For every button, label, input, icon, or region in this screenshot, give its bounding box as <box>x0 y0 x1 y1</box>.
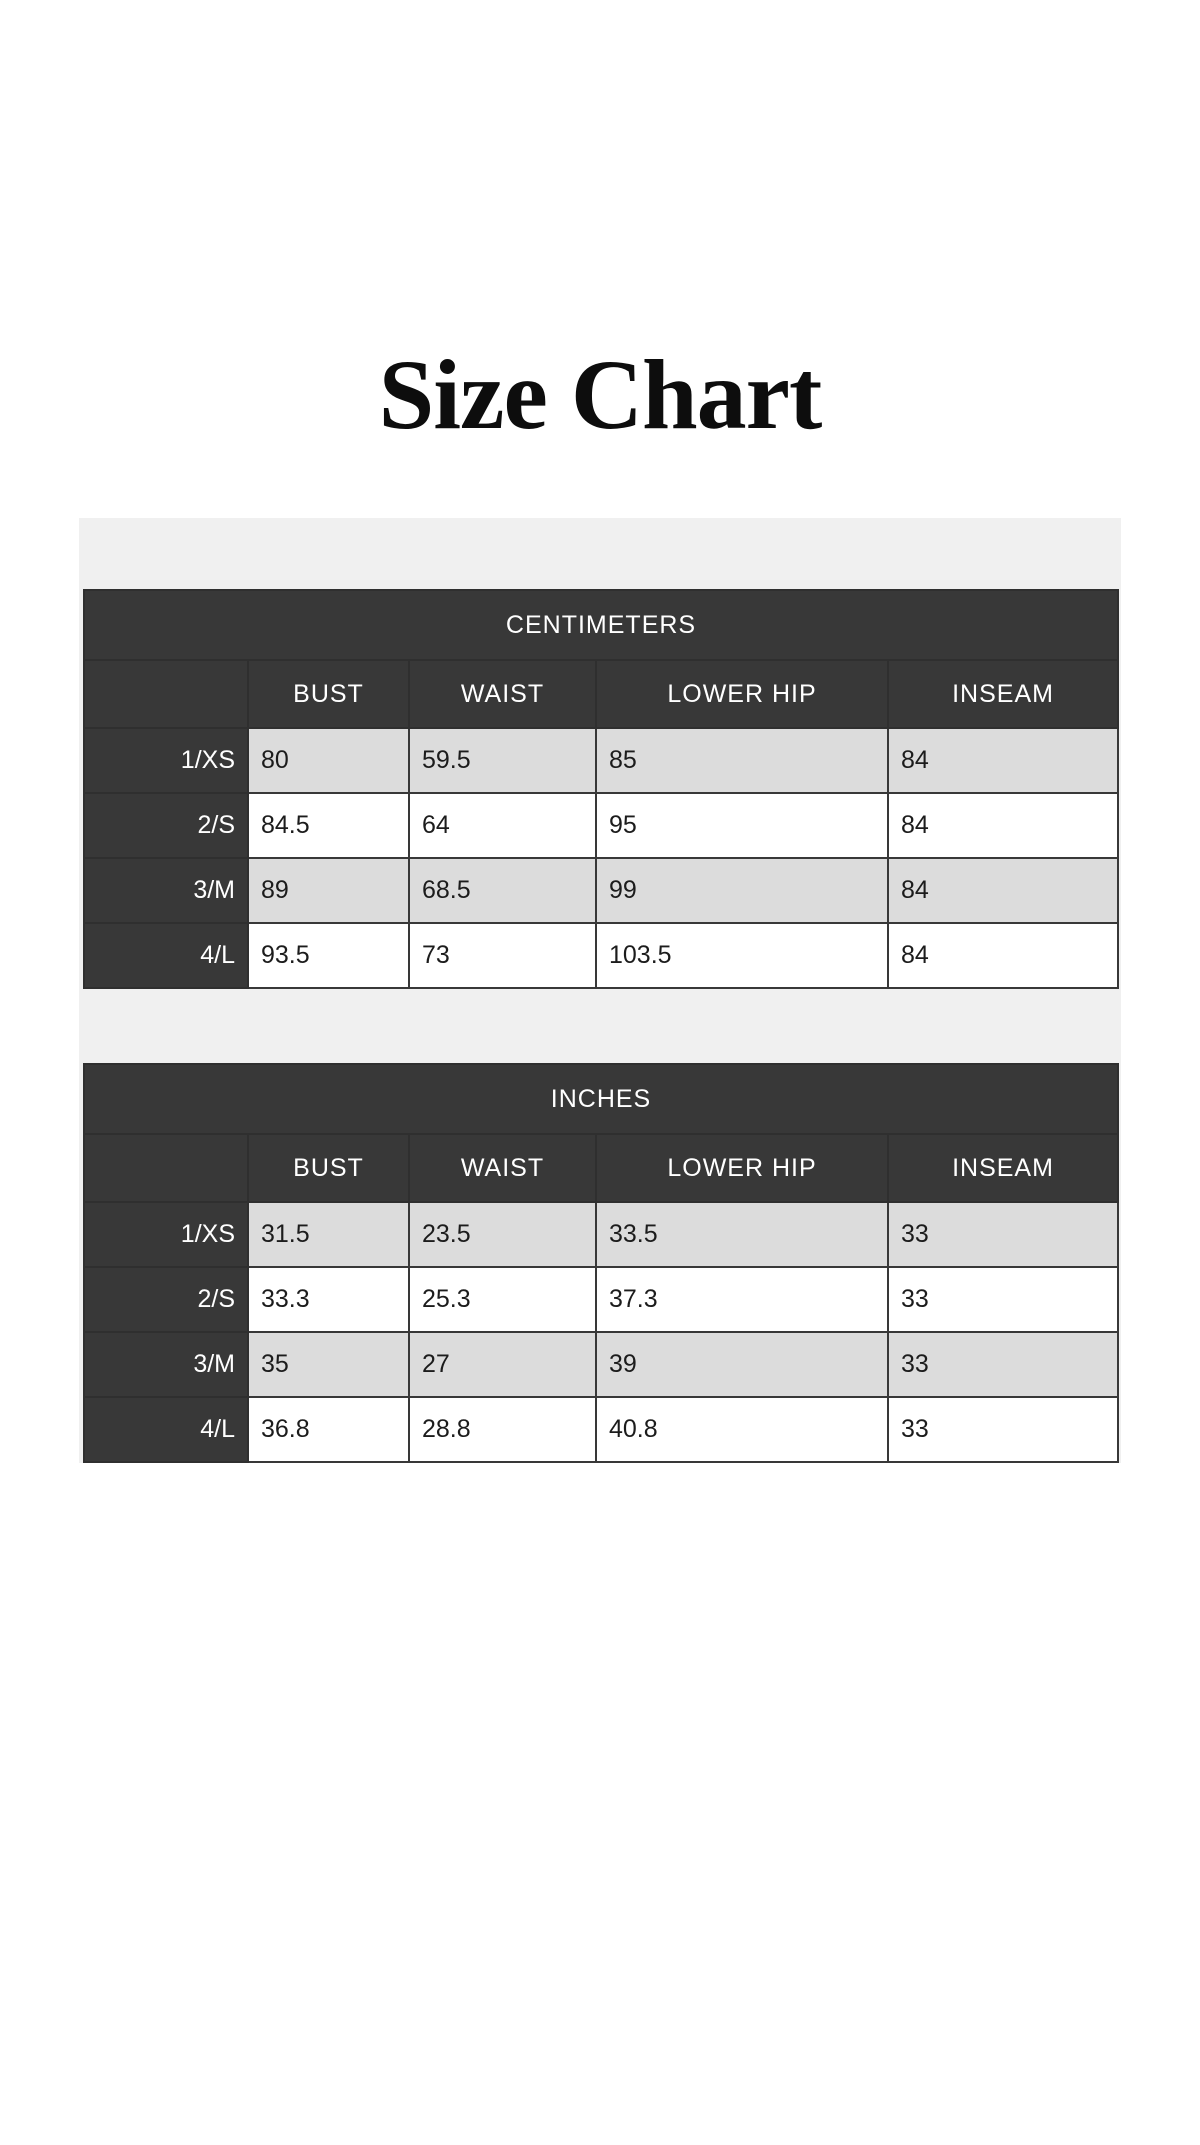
measurement-cell: 93.5 <box>247 922 410 989</box>
measurement-cell: 99 <box>595 857 889 924</box>
size-label: 3/M <box>83 1331 249 1398</box>
measurement-cell: 33 <box>886 1266 1120 1333</box>
measurement-cell: 64 <box>408 792 597 859</box>
column-header-inseam: INSEAM <box>886 1133 1120 1203</box>
measurement-cell: 85 <box>595 727 889 794</box>
table-row-3m: 3/M 89 68.5 99 84 <box>83 857 1120 924</box>
measurement-cell: 80 <box>247 727 410 794</box>
unit-header-centimeters: CENTIMETERS <box>82 589 1120 661</box>
measurement-cell: 31.5 <box>247 1201 410 1268</box>
measurement-cell: 33 <box>886 1201 1120 1268</box>
inches-section: INCHES BUST WAIST LOWER HIP INSEAM 1/XS … <box>79 989 1121 1463</box>
size-label: 2/S <box>83 1266 249 1333</box>
column-header-lower-hip: LOWER HIP <box>595 1133 889 1203</box>
inches-table: INCHES BUST WAIST LOWER HIP INSEAM 1/XS … <box>82 1063 1120 1463</box>
measurement-cell: 36.8 <box>247 1396 410 1463</box>
size-label: 1/XS <box>83 1201 249 1268</box>
table-row-1xs: 1/XS 80 59.5 85 84 <box>83 727 1120 794</box>
measurement-cell: 84 <box>886 922 1120 989</box>
page-title: Size Chart <box>378 339 823 450</box>
table-row-2s: 2/S 84.5 64 95 84 <box>83 792 1120 859</box>
centimeters-section: CENTIMETERS BUST WAIST LOWER HIP INSEAM … <box>79 518 1121 989</box>
column-header-inseam: INSEAM <box>886 659 1120 729</box>
measurement-cell: 23.5 <box>408 1201 597 1268</box>
measurement-cell: 103.5 <box>595 922 889 989</box>
measurement-cell: 35 <box>247 1331 410 1398</box>
size-label: 2/S <box>83 792 249 859</box>
measurement-cell: 28.8 <box>408 1396 597 1463</box>
measurement-cell: 95 <box>595 792 889 859</box>
measurement-cell: 73 <box>408 922 597 989</box>
measurement-cell: 40.8 <box>595 1396 889 1463</box>
measurement-cell: 84 <box>886 792 1120 859</box>
table-row-2s: 2/S 33.3 25.3 37.3 33 <box>83 1266 1120 1333</box>
column-header-waist: WAIST <box>408 1133 597 1203</box>
column-header-row: BUST WAIST LOWER HIP INSEAM <box>83 1133 1120 1203</box>
measurement-cell: 33 <box>886 1396 1120 1463</box>
column-header-lower-hip: LOWER HIP <box>595 659 889 729</box>
column-header-bust: BUST <box>247 659 410 729</box>
table-row-4l: 4/L 36.8 28.8 40.8 33 <box>83 1396 1120 1463</box>
measurement-cell: 68.5 <box>408 857 597 924</box>
column-header-waist: WAIST <box>408 659 597 729</box>
table-row-1xs: 1/XS 31.5 23.5 33.5 33 <box>83 1201 1120 1268</box>
table-row-4l: 4/L 93.5 73 103.5 84 <box>83 922 1120 989</box>
unit-header-row: INCHES <box>82 1063 1120 1135</box>
centimeters-table: CENTIMETERS BUST WAIST LOWER HIP INSEAM … <box>82 589 1120 989</box>
corner-cell <box>83 1133 249 1203</box>
unit-header-row: CENTIMETERS <box>82 589 1120 661</box>
measurement-cell: 37.3 <box>595 1266 889 1333</box>
measurement-cell: 84 <box>886 857 1120 924</box>
column-header-row: BUST WAIST LOWER HIP INSEAM <box>83 659 1120 729</box>
measurement-cell: 25.3 <box>408 1266 597 1333</box>
column-header-bust: BUST <box>247 1133 410 1203</box>
measurement-cell: 27 <box>408 1331 597 1398</box>
measurement-cell: 33.3 <box>247 1266 410 1333</box>
measurement-cell: 33.5 <box>595 1201 889 1268</box>
measurement-cell: 39 <box>595 1331 889 1398</box>
corner-cell <box>83 659 249 729</box>
size-label: 4/L <box>83 922 249 989</box>
table-row-3m: 3/M 35 27 39 33 <box>83 1331 1120 1398</box>
measurement-cell: 84.5 <box>247 792 410 859</box>
size-label: 3/M <box>83 857 249 924</box>
size-label: 4/L <box>83 1396 249 1463</box>
measurement-cell: 33 <box>886 1331 1120 1398</box>
size-label: 1/XS <box>83 727 249 794</box>
measurement-cell: 89 <box>247 857 410 924</box>
measurement-cell: 59.5 <box>408 727 597 794</box>
unit-header-inches: INCHES <box>82 1063 1120 1135</box>
size-chart-page: Size Chart CENTIMETERS BUST WAIST LOWER … <box>0 345 1200 2145</box>
measurement-cell: 84 <box>886 727 1120 794</box>
